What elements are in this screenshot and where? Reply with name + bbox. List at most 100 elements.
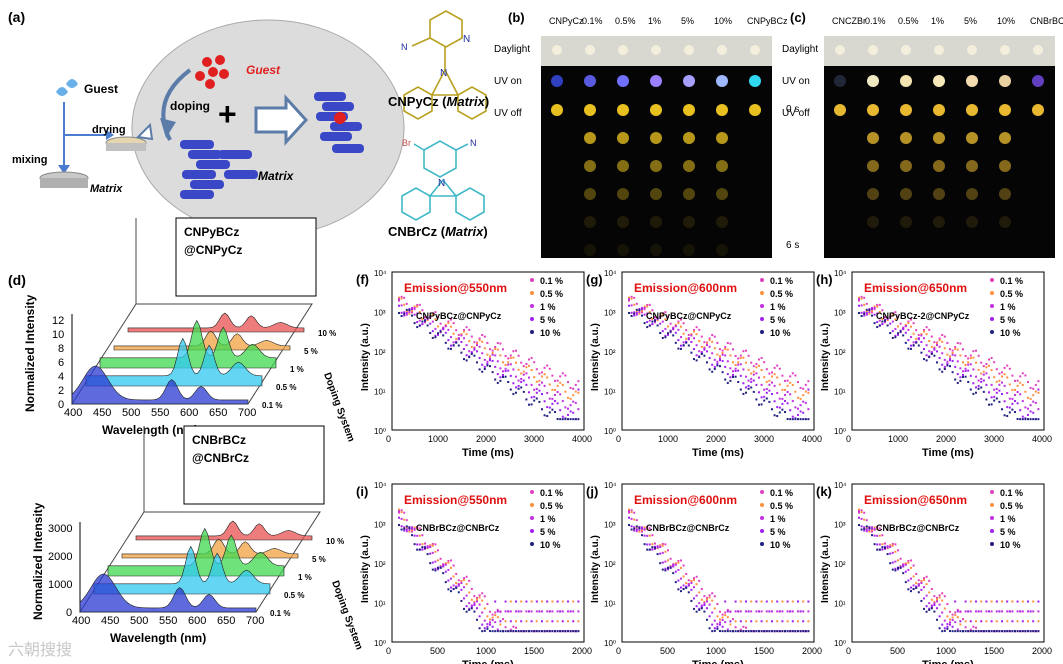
data-point — [421, 318, 424, 321]
data-point — [698, 350, 701, 353]
data-point — [572, 630, 575, 633]
data-point — [661, 544, 664, 547]
sample-uv-off — [617, 160, 629, 172]
data-point — [910, 318, 912, 321]
data-point — [750, 372, 753, 375]
data-point — [1008, 411, 1011, 414]
data-point — [522, 365, 525, 368]
data-point — [941, 352, 944, 355]
data-point — [628, 511, 630, 514]
data-point — [561, 418, 564, 421]
data-point — [755, 372, 758, 375]
data-point — [716, 627, 719, 630]
data-point — [494, 611, 497, 614]
photo-column-label: 1% — [648, 16, 661, 26]
legend-entry: 1 % — [1000, 302, 1016, 312]
data-point — [437, 315, 439, 318]
data-point — [695, 333, 698, 336]
data-point — [938, 368, 941, 371]
data-point — [781, 630, 784, 633]
data-point — [491, 616, 494, 619]
data-point — [907, 561, 910, 564]
sample-uv-off — [966, 188, 978, 200]
data-point — [450, 318, 452, 321]
data-point — [411, 311, 413, 314]
data-point — [418, 319, 421, 322]
y-axis-label: Intensity (a.u.) — [590, 535, 601, 603]
data-point — [726, 348, 729, 351]
data-point — [912, 587, 915, 590]
data-point — [878, 303, 881, 306]
dish-icon — [106, 143, 146, 151]
data-point — [977, 354, 980, 357]
data-point — [789, 375, 792, 378]
data-point — [489, 610, 491, 613]
data-point — [682, 587, 685, 590]
data-point — [481, 340, 484, 343]
data-point — [1008, 367, 1011, 370]
data-point — [577, 610, 580, 613]
data-point — [925, 326, 928, 329]
data-point — [669, 330, 672, 333]
data-point — [786, 418, 789, 421]
data-point — [628, 296, 630, 299]
data-point — [876, 326, 879, 329]
data-point — [910, 559, 912, 562]
data-point — [398, 299, 400, 302]
data-point — [807, 620, 810, 623]
data-point — [429, 315, 432, 318]
data-point — [988, 630, 990, 633]
data-point — [533, 399, 536, 402]
data-point — [789, 393, 792, 396]
y-tick-label: 10⁴ — [834, 269, 847, 278]
data-point — [1003, 414, 1006, 417]
data-point — [447, 560, 450, 563]
data-point — [732, 376, 734, 379]
data-point — [481, 352, 484, 355]
data-point — [964, 620, 967, 623]
data-point — [915, 329, 918, 332]
data-point — [923, 586, 925, 589]
sample-uv-on — [584, 75, 596, 87]
data-point — [915, 586, 918, 589]
data-point — [863, 526, 866, 529]
cn-label: N — [470, 138, 477, 148]
data-point — [941, 370, 944, 373]
data-point — [980, 600, 983, 603]
sample-name: CNPyBCz@CNPyCz — [646, 311, 732, 321]
data-point — [638, 528, 641, 531]
y-tick-label: 10⁰ — [374, 427, 386, 436]
data-point — [559, 393, 562, 396]
data-point — [489, 357, 491, 360]
data-point — [667, 333, 669, 336]
data-point — [889, 315, 892, 318]
data-point — [936, 341, 938, 344]
data-point — [509, 610, 512, 613]
data-point — [486, 615, 489, 618]
data-point — [630, 295, 633, 298]
data-point — [408, 312, 411, 315]
data-point — [447, 339, 450, 342]
data-point — [706, 598, 708, 601]
data-point — [460, 340, 463, 343]
x-tick-label: 0 — [616, 646, 621, 656]
data-point — [962, 376, 964, 379]
data-point — [515, 391, 517, 394]
data-point — [470, 605, 473, 608]
data-point — [750, 377, 753, 380]
data-point — [703, 341, 706, 344]
data-point — [938, 596, 941, 599]
data-point — [747, 368, 750, 371]
data-point — [554, 379, 556, 382]
data-point — [535, 630, 538, 633]
data-point — [635, 528, 638, 531]
data-point — [804, 630, 807, 633]
data-point — [538, 400, 541, 403]
data-point — [473, 602, 476, 605]
data-point — [533, 376, 536, 379]
data-point — [755, 383, 758, 386]
data-point — [546, 364, 549, 367]
data-point — [706, 361, 708, 364]
data-point — [943, 367, 946, 370]
data-point — [468, 340, 471, 343]
